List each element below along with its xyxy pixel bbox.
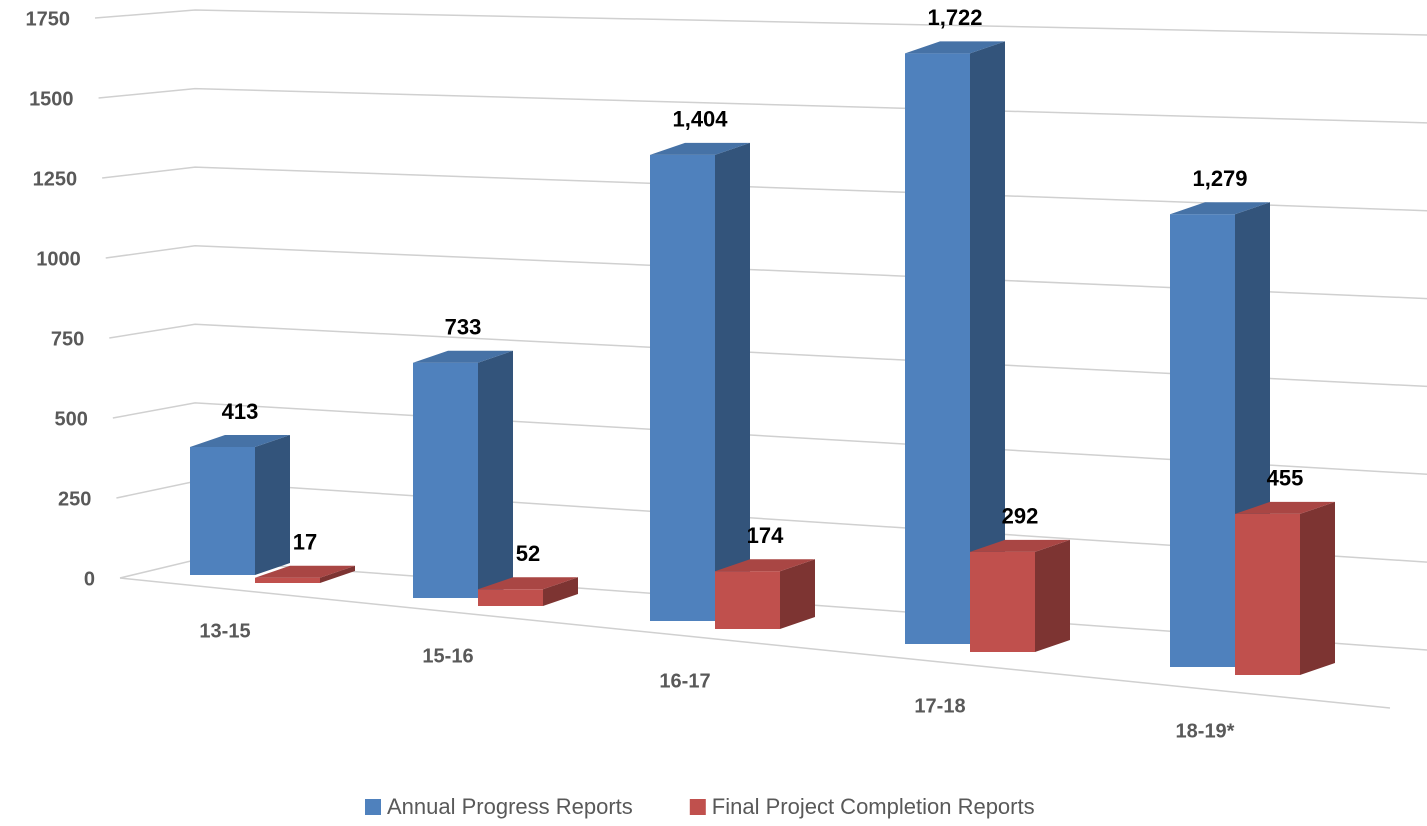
bar xyxy=(970,551,1035,652)
bar xyxy=(1170,214,1235,667)
x-tick-label: 17-18 xyxy=(914,695,965,717)
value-label: 292 xyxy=(1002,504,1039,529)
bar-top xyxy=(255,565,355,578)
value-label: 733 xyxy=(445,315,482,340)
bar-side xyxy=(970,41,1005,644)
bar xyxy=(255,577,320,583)
value-label: 1,722 xyxy=(927,5,982,30)
y-tick-label: 750 xyxy=(51,328,84,350)
bar-side xyxy=(1300,501,1335,675)
legend-label: Annual Progress Reports xyxy=(387,794,633,819)
value-label: 1,279 xyxy=(1192,166,1247,191)
x-tick-label: 13-15 xyxy=(199,620,250,642)
y-tick-label: 1500 xyxy=(29,88,74,110)
bar-side xyxy=(1035,539,1070,652)
y-tick-label: 1000 xyxy=(36,248,81,270)
bar-side xyxy=(780,559,815,629)
legend-swatch xyxy=(689,799,706,815)
y-tick-label: 250 xyxy=(58,488,91,510)
grid-line xyxy=(94,9,1427,36)
bar-top xyxy=(413,350,513,363)
bar-side xyxy=(255,434,290,575)
bar-top xyxy=(1235,501,1335,514)
y-tick-label: 1250 xyxy=(33,168,78,190)
y-tick-label: 500 xyxy=(54,408,87,430)
grid-line xyxy=(98,87,1427,124)
value-label: 17 xyxy=(293,530,317,555)
bar xyxy=(650,154,715,621)
bar-side xyxy=(543,577,578,606)
bar xyxy=(1235,513,1300,675)
bar-top xyxy=(715,559,815,572)
x-tick-label: 16-17 xyxy=(659,670,710,692)
y-tick-label: 0 xyxy=(84,568,95,590)
bar-top xyxy=(190,434,290,447)
bar xyxy=(905,53,970,644)
bar xyxy=(478,589,543,606)
bar-side xyxy=(715,142,750,621)
legend-label: Final Project Completion Reports xyxy=(712,794,1035,819)
legend-swatch xyxy=(365,799,381,815)
bar xyxy=(715,571,780,629)
grid-line xyxy=(105,244,1427,300)
value-label: 455 xyxy=(1267,466,1304,491)
x-tick-label: 18-19* xyxy=(1176,720,1235,742)
bar-top xyxy=(905,41,1005,54)
floor-edge xyxy=(119,577,1391,709)
bar-top xyxy=(970,539,1070,552)
bar-side xyxy=(478,350,513,598)
bar-top xyxy=(650,142,750,155)
x-tick-label: 15-16 xyxy=(422,645,473,667)
y-tick-label: 1750 xyxy=(26,8,71,30)
grid-line xyxy=(112,402,1427,476)
bar-top xyxy=(1170,202,1270,215)
value-label: 174 xyxy=(747,523,784,548)
value-label: 52 xyxy=(516,541,540,566)
grid-line xyxy=(109,323,1427,388)
value-label: 413 xyxy=(222,399,259,424)
bar-side xyxy=(320,565,355,583)
bar xyxy=(413,362,478,598)
value-label: 1,404 xyxy=(672,107,728,132)
grid-line xyxy=(102,166,1427,212)
bar xyxy=(190,446,255,575)
bar-top xyxy=(478,577,578,590)
